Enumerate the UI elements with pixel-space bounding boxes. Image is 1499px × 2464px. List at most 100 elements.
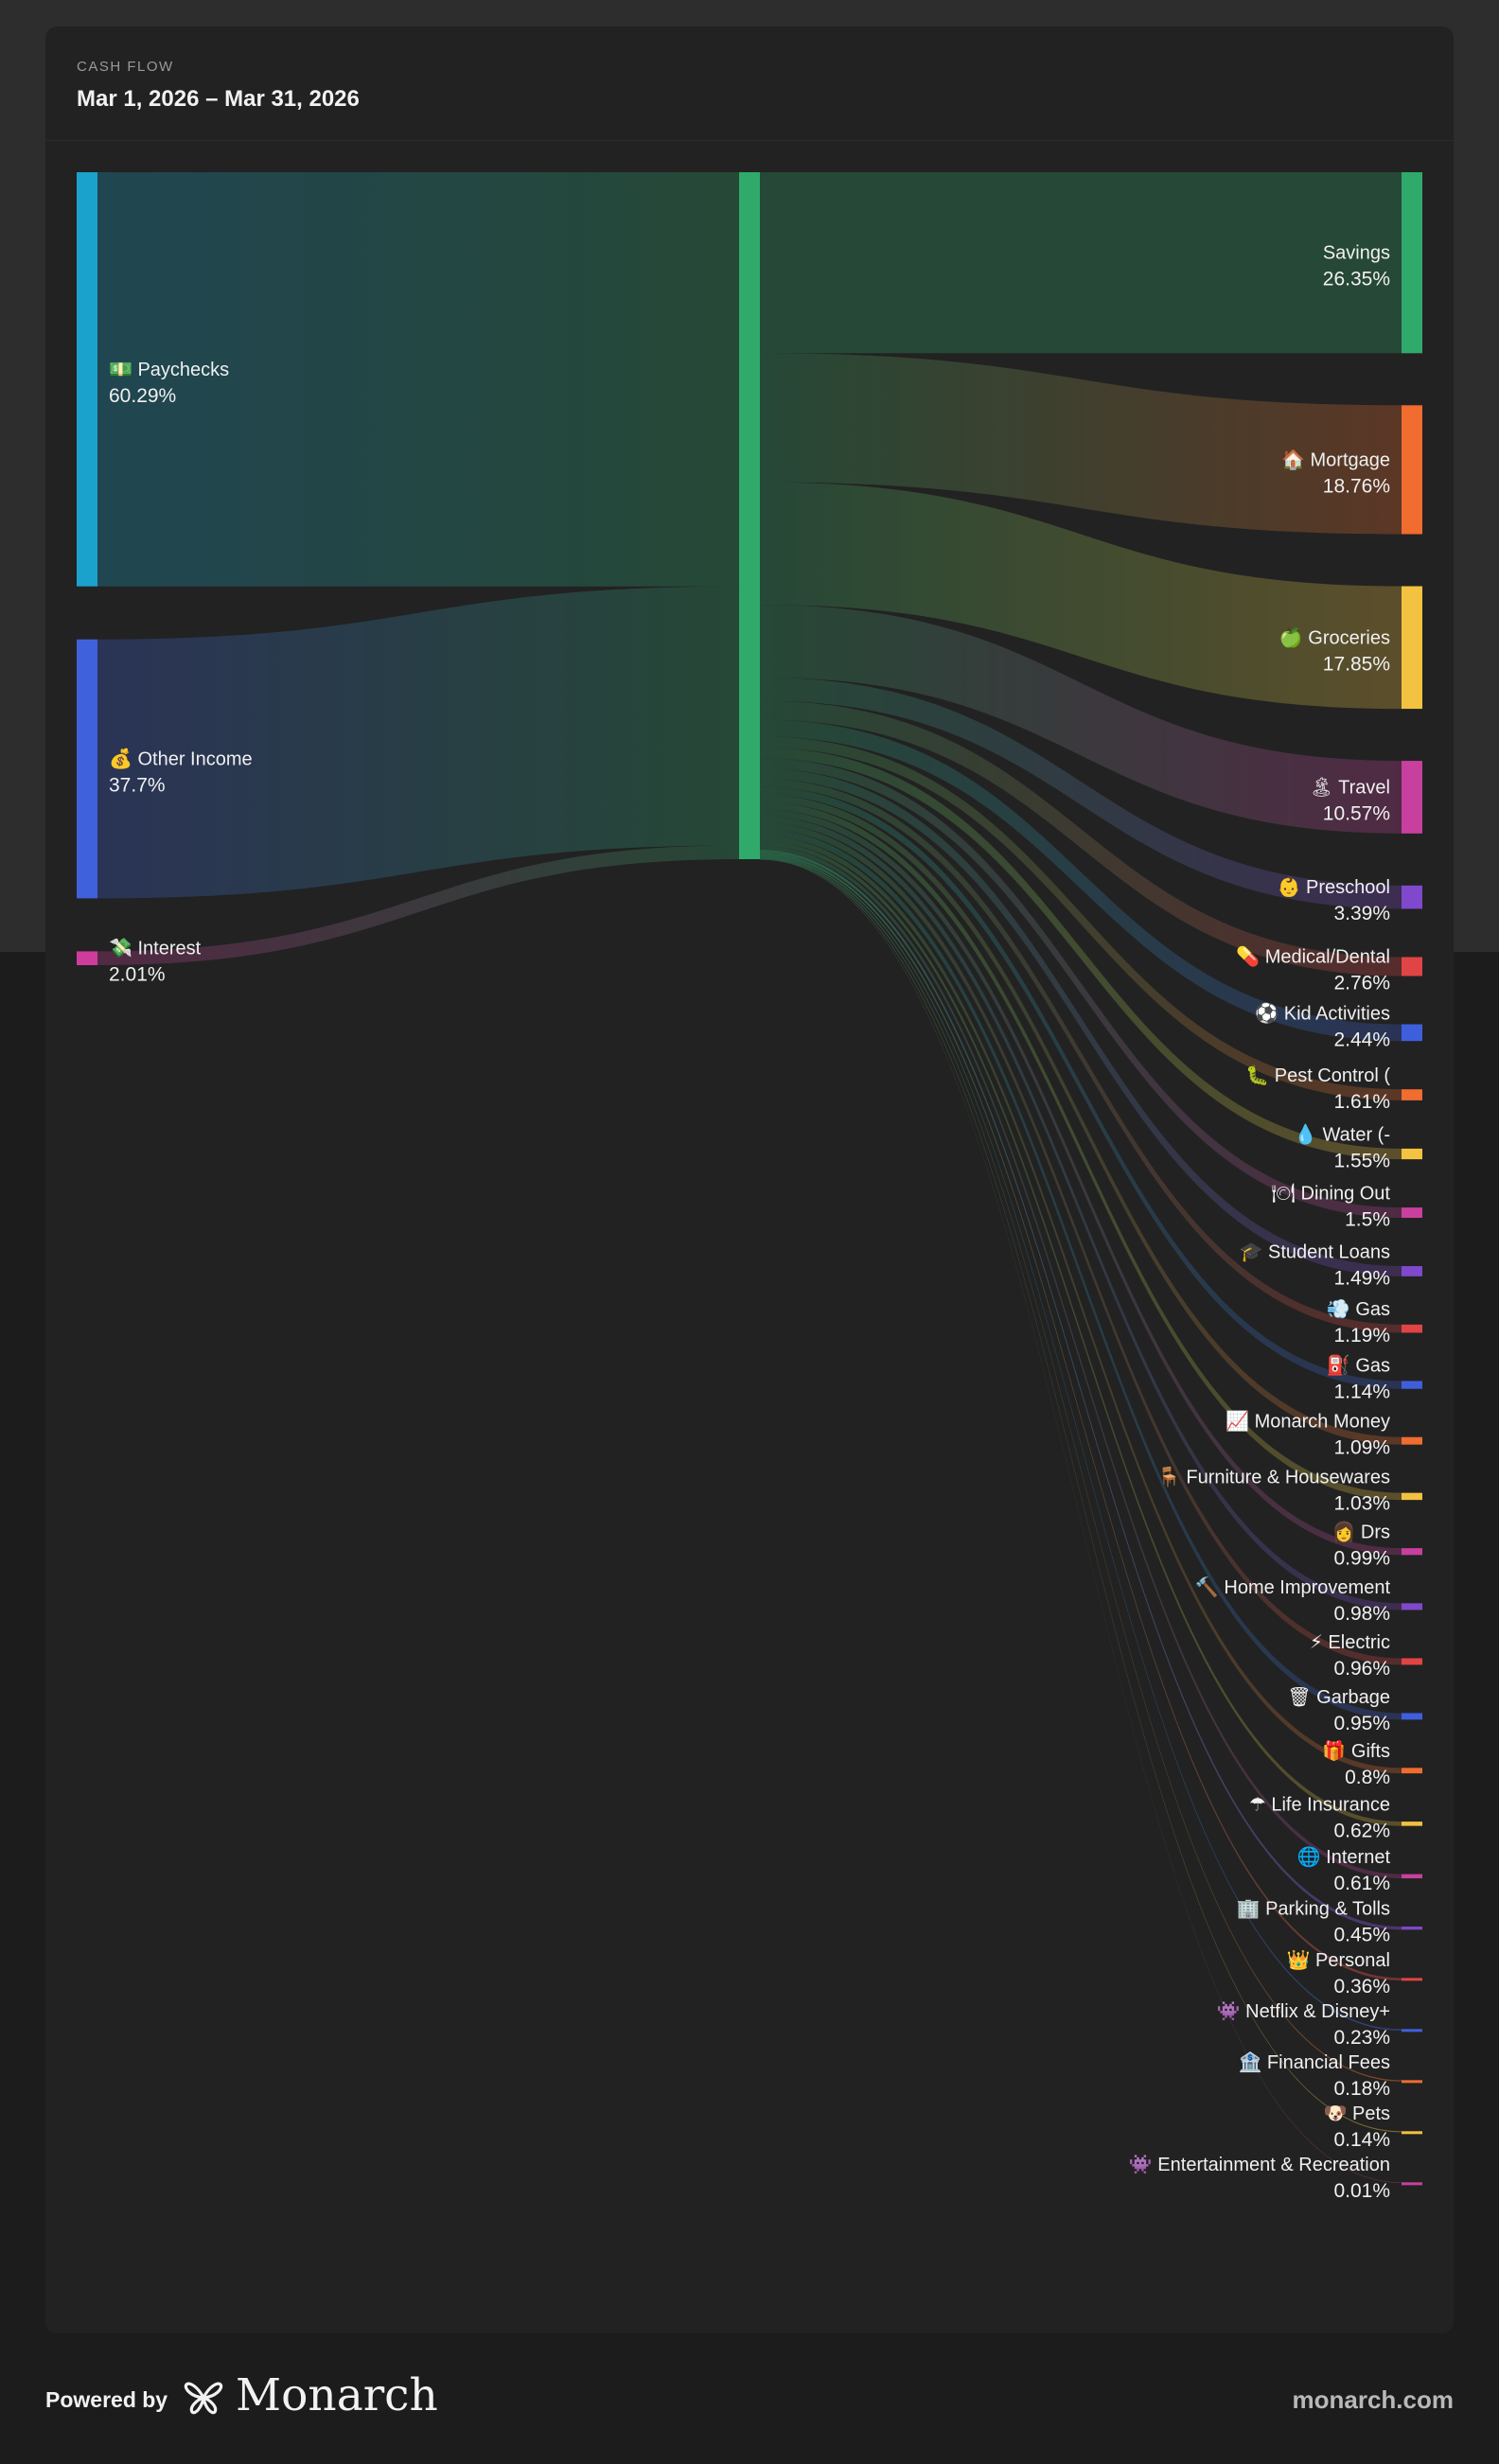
link-medical-dental-5 [760, 700, 1402, 977]
source-node-paychecks[interactable] [77, 172, 97, 587]
target-node-medical-dental-5[interactable] [1402, 957, 1422, 977]
link-financial-fees-25 [760, 856, 1402, 2082]
target-pct-drs-15: 0.99% [1333, 1548, 1390, 1570]
source-label-other-income: 💰 Other Income [109, 748, 253, 770]
sankey-links [97, 172, 1402, 2183]
target-pct-pest-control-7: 1.61% [1333, 1091, 1390, 1113]
link-gas-12 [760, 786, 1402, 1389]
target-node-mortgage-1[interactable] [1402, 405, 1422, 535]
target-label-dining-out-9: 🍽 Dining Out [1272, 1184, 1391, 1205]
target-label-mortgage-1: 🏠 Mortgage [1281, 449, 1390, 470]
link-paychecks [97, 172, 739, 587]
source-pct-interest: 2.01% [109, 964, 166, 986]
target-pct-kid-activities-6: 2.44% [1333, 1029, 1390, 1050]
target-pct-entertainment-recreation-27: 0.01% [1333, 2180, 1390, 2202]
target-label-monarch-money-13: 📈 Monarch Money [1226, 1410, 1390, 1433]
target-pct-preschool-4: 3.39% [1333, 903, 1390, 924]
target-node-preschool-4[interactable] [1402, 885, 1422, 909]
target-label-gas-12: ⛽ Gas [1327, 1354, 1390, 1377]
target-node-drs-15[interactable] [1402, 1548, 1422, 1556]
target-node-kid-activities-6[interactable] [1402, 1024, 1422, 1042]
link-netflix-disney-24 [760, 854, 1402, 2031]
source-node-other-income[interactable] [77, 639, 97, 899]
target-pct-life-insurance-20: 0.62% [1333, 1820, 1390, 1841]
target-pct-netflix-disney-24: 0.23% [1333, 2027, 1390, 2049]
powered-by-text: Powered by [45, 2387, 168, 2412]
target-pct-internet-21: 0.61% [1333, 1873, 1390, 1894]
target-pct-travel-3: 10.57% [1323, 802, 1390, 824]
target-pct-garbage-18: 0.95% [1333, 1713, 1390, 1734]
target-pct-mortgage-1: 18.76% [1323, 475, 1390, 497]
target-pct-gas-12: 1.14% [1333, 1382, 1390, 1403]
target-node-savings-0[interactable] [1402, 172, 1422, 354]
target-label-preschool-4: 👶 Preschool [1278, 875, 1390, 898]
target-node-travel-3[interactable] [1402, 761, 1422, 834]
target-node-gas-12[interactable] [1402, 1381, 1422, 1389]
target-pct-furniture-housewares-14: 1.03% [1333, 1492, 1390, 1514]
source-pct-paychecks: 60.29% [109, 385, 176, 407]
target-pct-gifts-19: 0.8% [1345, 1767, 1390, 1788]
link-garbage-18 [760, 829, 1402, 1720]
link-travel-3 [760, 605, 1402, 834]
footer: Powered by Monarch monarch.com [0, 2333, 1499, 2464]
target-label-pest-control-7: 🐛 Pest Control ( [1245, 1064, 1390, 1086]
target-node-student-loans-10[interactable] [1402, 1266, 1422, 1276]
link-life-insurance-20 [760, 841, 1402, 1826]
target-node-home-improvement-16[interactable] [1402, 1603, 1422, 1610]
link-groceries-2 [760, 482, 1402, 710]
monarch-brand: Monarch [236, 2369, 438, 2421]
target-label-medical-dental-5: 💊 Medical/Dental [1236, 944, 1390, 967]
target-node-personal-23[interactable] [1402, 1978, 1422, 1981]
target-pct-pets-26: 0.14% [1333, 2129, 1390, 2151]
target-pct-student-loans-10: 1.49% [1333, 1267, 1390, 1289]
target-label-personal-23: 👑 Personal [1287, 1949, 1390, 1971]
target-node-parking-tolls-22[interactable] [1402, 1927, 1422, 1930]
target-pct-water-8: 1.55% [1333, 1151, 1390, 1172]
link-kid-activities-6 [760, 719, 1402, 1042]
card-header: CASH FLOW Mar 1, 2026 – Mar 31, 2026 [45, 26, 1454, 141]
link-pets-26 [760, 857, 1402, 2133]
source-pct-other-income: 37.7% [109, 775, 166, 797]
target-node-monarch-money-13[interactable] [1402, 1436, 1422, 1445]
target-label-electric-17: ⚡ Electric [1310, 1632, 1390, 1653]
target-node-gifts-19[interactable] [1402, 1768, 1422, 1774]
target-pct-gas-11: 1.19% [1333, 1325, 1390, 1346]
target-node-gas-11[interactable] [1402, 1324, 1422, 1333]
target-node-water-8[interactable] [1402, 1148, 1422, 1160]
source-label-paychecks: 💵 Paychecks [109, 360, 229, 380]
target-node-financial-fees-25[interactable] [1402, 2080, 1422, 2084]
target-node-entertainment-recreation-27[interactable] [1402, 2182, 1422, 2186]
target-label-gifts-19: 🎁 Gifts [1322, 1739, 1390, 1762]
target-node-furniture-housewares-14[interactable] [1402, 1492, 1422, 1501]
target-node-pest-control-7[interactable] [1402, 1089, 1422, 1100]
link-monarch-money-13 [760, 794, 1402, 1445]
target-node-pets-26[interactable] [1402, 2131, 1422, 2135]
target-node-electric-17[interactable] [1402, 1658, 1422, 1665]
link-preschool-4 [760, 677, 1402, 909]
date-range-title: Mar 1, 2026 – Mar 31, 2026 [77, 86, 360, 112]
target-label-parking-tolls-22: 🏢 Parking & Tolls [1237, 1899, 1390, 1920]
target-node-life-insurance-20[interactable] [1402, 1822, 1422, 1826]
target-label-internet-21: 🌐 Internet [1297, 1845, 1391, 1868]
source-label-interest: 💸 Interest [109, 938, 202, 959]
target-node-groceries-2[interactable] [1402, 586, 1422, 710]
link-mortgage-1 [760, 353, 1402, 535]
target-node-dining-out-9[interactable] [1402, 1207, 1422, 1219]
target-label-life-insurance-20: ☂ Life Insurance [1249, 1794, 1390, 1815]
target-pct-groceries-2: 17.85% [1323, 653, 1390, 675]
target-node-internet-21[interactable] [1402, 1874, 1422, 1879]
source-node-interest[interactable] [77, 951, 97, 965]
link-savings-0 [760, 172, 1402, 354]
link-student-loans-10 [760, 768, 1402, 1276]
target-label-garbage-18: 🗑 Garbage [1287, 1686, 1390, 1708]
link-water-8 [760, 747, 1402, 1160]
target-label-drs-15: 👩 Drs [1331, 1521, 1390, 1543]
link-other-income [97, 586, 739, 899]
site-url[interactable]: monarch.com [1292, 2385, 1455, 2414]
total-cash-flow-node[interactable] [739, 172, 760, 859]
target-label-kid-activities-6: ⚽ Kid Activities [1254, 1001, 1390, 1024]
target-node-garbage-18[interactable] [1402, 1713, 1422, 1720]
target-label-pets-26: 🐶 Pets [1324, 2103, 1390, 2124]
target-pct-parking-tolls-22: 0.45% [1333, 1925, 1390, 1946]
target-node-netflix-disney-24[interactable] [1402, 2029, 1422, 2033]
